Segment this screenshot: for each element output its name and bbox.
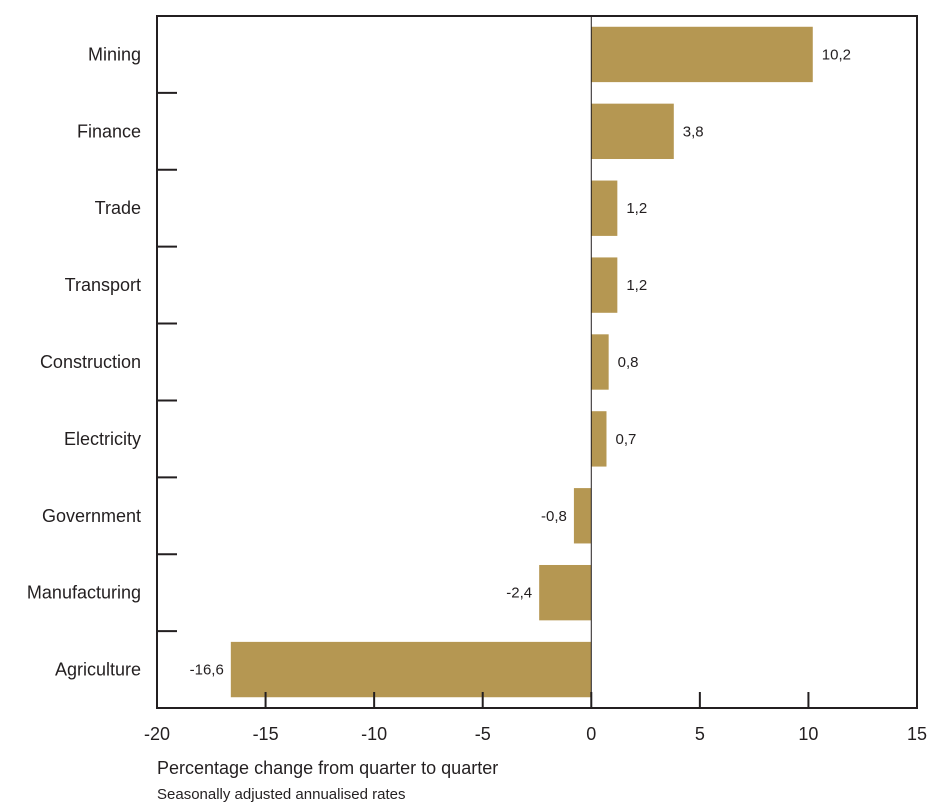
x-tick-label: 0 — [586, 724, 596, 744]
bar — [591, 334, 609, 390]
data-label: 1,2 — [626, 200, 647, 217]
category-labels-group: Mining Finance Trade Transport Construction E… — [27, 44, 141, 679]
data-label: -0,8 — [541, 508, 567, 525]
data-label: 10,2 — [822, 46, 851, 63]
x-tick-label: -20 — [144, 724, 170, 744]
category-label: Trade — [95, 198, 141, 218]
category-label: Government — [42, 506, 141, 526]
bar — [591, 26, 813, 83]
data-label: 0,8 — [618, 354, 639, 371]
category-label: Electricity — [64, 429, 141, 449]
bar — [591, 257, 618, 313]
data-label: 1,2 — [626, 277, 647, 294]
x-tick-label: 15 — [907, 724, 927, 744]
bar — [230, 641, 592, 698]
data-label: 3,8 — [683, 123, 704, 140]
data-labels-group: 10,2 3,8 1,2 1,2 0,8 0,7 -0,8 -2,4 -16,6 — [190, 46, 851, 678]
chart-note: Seasonally adjusted annualised rates — [157, 786, 406, 803]
x-tick-label: -15 — [253, 724, 279, 744]
data-label: -16,6 — [190, 662, 224, 679]
data-label: 0,7 — [615, 431, 636, 448]
bar — [539, 564, 592, 621]
x-ticks-group: -20 -15 -10 -5 0 5 10 15 — [144, 692, 927, 744]
x-tick-label: -10 — [361, 724, 387, 744]
category-label: Manufacturing — [27, 583, 141, 603]
x-tick-label: 5 — [695, 724, 705, 744]
x-axis-label: Percentage change from quarter to quarte… — [157, 758, 498, 778]
bar — [591, 103, 674, 160]
plot-frame — [156, 15, 918, 709]
category-label: Mining — [88, 44, 141, 64]
category-label: Finance — [77, 121, 141, 141]
bar — [591, 180, 618, 236]
data-label: -2,4 — [506, 585, 532, 602]
y-ticks-group — [157, 91, 177, 633]
bars-group — [230, 26, 813, 698]
bar — [573, 488, 592, 544]
x-tick-label: 10 — [798, 724, 818, 744]
category-label: Transport — [65, 275, 141, 295]
category-label: Construction — [40, 352, 141, 372]
bar — [591, 411, 607, 467]
category-label: Agriculture — [55, 660, 141, 680]
x-tick-label: -5 — [475, 724, 491, 744]
